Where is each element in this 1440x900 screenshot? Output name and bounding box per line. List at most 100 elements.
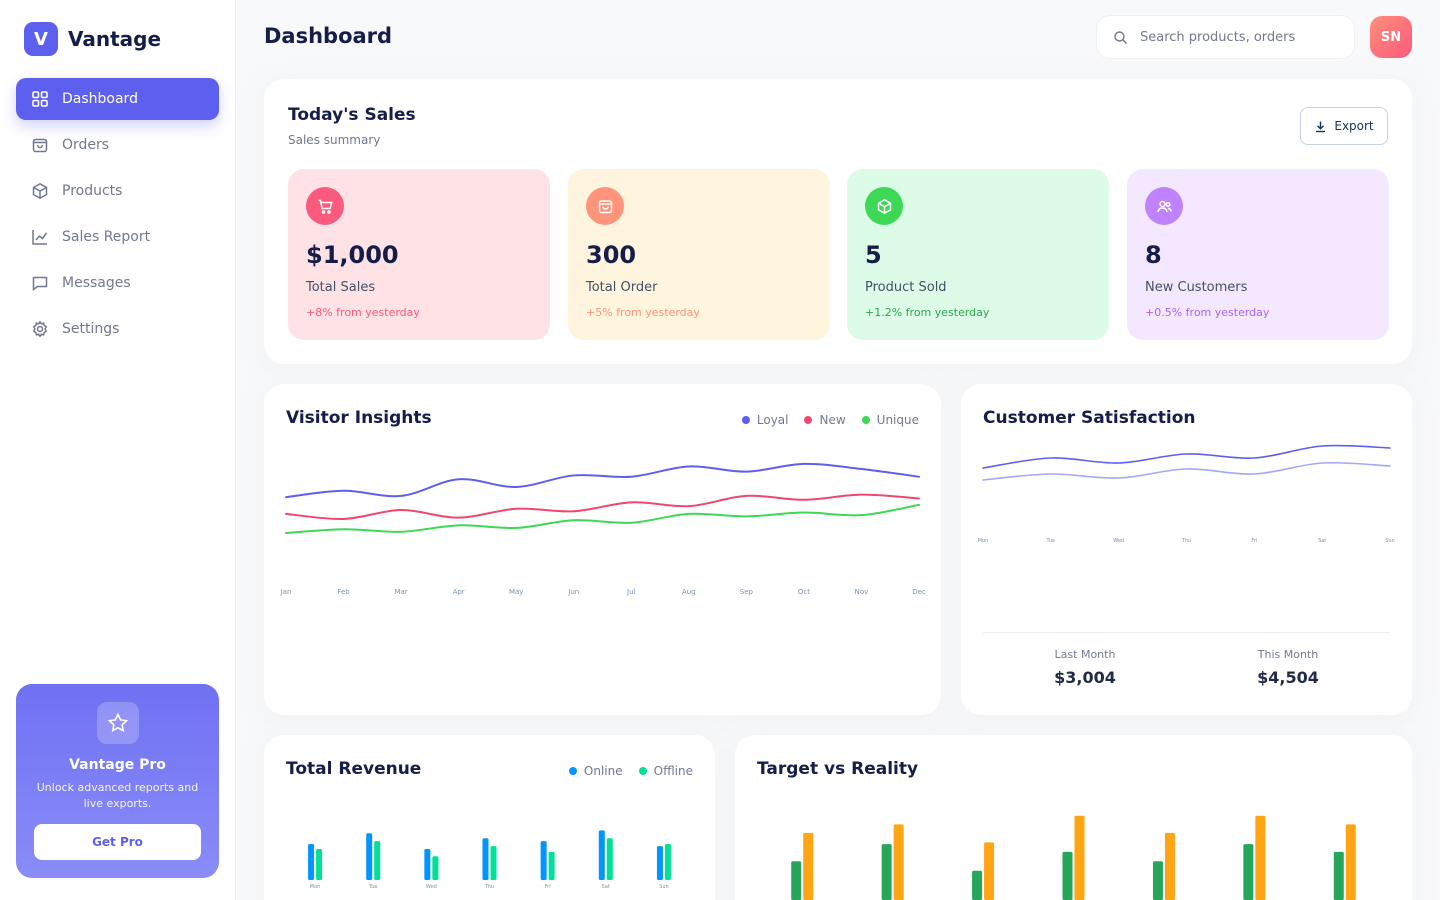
bar-series-1-jun[interactable] bbox=[1243, 844, 1254, 900]
x-tick-label: Jun bbox=[567, 588, 579, 596]
legend-item-unique[interactable]: Unique bbox=[861, 413, 919, 427]
legend-item-new[interactable]: New bbox=[804, 413, 846, 427]
bar-offline-sun[interactable] bbox=[664, 844, 671, 880]
card-title: Today's Sales bbox=[288, 105, 416, 125]
bar-series-1-apr[interactable] bbox=[1062, 851, 1073, 900]
legend-item-offline[interactable]: Offline bbox=[638, 764, 693, 778]
visitor-insights-card: Visitor Insights Loyal New Unique Jan Feb… bbox=[264, 384, 941, 715]
bar-online-mon[interactable] bbox=[308, 844, 315, 880]
stat-card-total-sales: $1,000 Total Sales +8% from yesterday bbox=[288, 169, 550, 340]
legend-dot bbox=[568, 767, 577, 775]
box-icon bbox=[865, 187, 903, 225]
page-title: Dashboard bbox=[264, 24, 393, 48]
card-title: Visitor Insights bbox=[286, 408, 432, 428]
search-input[interactable]: Search products, orders bbox=[1096, 15, 1355, 59]
bar-online-fri[interactable] bbox=[540, 841, 547, 880]
stat-delta: +8% from yesterday bbox=[306, 306, 420, 319]
todays-sales-card: Today's Sales Sales summary Export $1,00… bbox=[264, 79, 1412, 364]
bar-series-2-may[interactable] bbox=[1164, 832, 1175, 900]
bar-series-2-feb[interactable] bbox=[893, 824, 904, 900]
bar-series-2-jan[interactable] bbox=[803, 832, 814, 900]
bar-series-1-jan[interactable] bbox=[791, 861, 802, 900]
x-tick-label: Sat bbox=[602, 884, 610, 890]
legend-item-online[interactable]: Online bbox=[568, 764, 623, 778]
bar-series-1-jul[interactable] bbox=[1333, 851, 1344, 900]
bar-series-2-mar[interactable] bbox=[984, 842, 995, 900]
sidebar-item-label: Dashboard bbox=[62, 91, 138, 107]
x-tick-label: Oct bbox=[798, 588, 810, 596]
export-label: Export bbox=[1334, 119, 1374, 133]
sidebar-item-sales-report[interactable]: Sales Report bbox=[16, 216, 219, 258]
promo-text: Unlock advanced reports and live exports… bbox=[36, 781, 199, 810]
message-icon bbox=[32, 276, 48, 291]
x-tick-label: Mar bbox=[394, 588, 407, 596]
bar-series-2-apr[interactable] bbox=[1074, 815, 1085, 900]
total-revenue-chart: Mon Tue Wed Thu Fri Sat Sun bbox=[308, 830, 671, 890]
sidebar-item-orders[interactable]: Orders bbox=[16, 124, 219, 166]
bar-online-thu[interactable] bbox=[482, 838, 489, 880]
divider bbox=[983, 632, 1390, 633]
this-month-value: $4,504 bbox=[1257, 668, 1319, 687]
sidebar-item-label: Orders bbox=[62, 137, 110, 153]
legend-label: Online bbox=[583, 764, 623, 778]
sidebar-item-products[interactable]: Products bbox=[16, 170, 219, 212]
last-month-label: Last Month bbox=[1054, 648, 1116, 661]
bar-series-1-mar[interactable] bbox=[972, 870, 983, 900]
sidebar-item-dashboard[interactable]: Dashboard bbox=[16, 78, 219, 120]
sidebar-item-settings[interactable]: Settings bbox=[16, 308, 219, 350]
x-tick-label: Sun bbox=[1385, 538, 1395, 544]
bar-online-wed[interactable] bbox=[424, 849, 431, 880]
series-line-1 bbox=[982, 444, 1391, 469]
stat-card-total-order: 300 Total Order +5% from yesterday bbox=[568, 169, 830, 340]
bar-online-tue[interactable] bbox=[366, 833, 373, 880]
x-tick-label: Mon bbox=[310, 884, 321, 890]
bar-online-sat[interactable] bbox=[598, 830, 605, 880]
card-subtitle: Sales summary bbox=[288, 133, 381, 147]
sidebar-nav: Dashboard Orders Products Sales Report M… bbox=[16, 78, 219, 354]
search-placeholder: Search products, orders bbox=[1140, 29, 1296, 45]
bar-offline-sat[interactable] bbox=[606, 838, 613, 880]
bar-online-sun[interactable] bbox=[656, 846, 663, 880]
legend-item-loyal[interactable]: Loyal bbox=[741, 413, 788, 427]
stat-card-new-customers: 8 New Customers +0.5% from yesterday bbox=[1127, 169, 1389, 340]
sidebar: V Vantage Dashboard Orders Products Sale… bbox=[0, 0, 236, 900]
bar-offline-thu[interactable] bbox=[490, 846, 497, 880]
get-pro-button[interactable]: Get Pro bbox=[34, 824, 201, 860]
bar-series-1-feb[interactable] bbox=[881, 844, 892, 900]
x-tick-label: Thu bbox=[1181, 538, 1191, 544]
avatar[interactable]: SN bbox=[1370, 16, 1412, 58]
stat-value: 300 bbox=[586, 241, 637, 269]
card-title: Total Revenue bbox=[286, 759, 422, 779]
target-vs-reality-card: Target vs Reality bbox=[735, 735, 1412, 900]
bar-series-2-jun[interactable] bbox=[1255, 815, 1266, 900]
bar-series-2-jul[interactable] bbox=[1345, 824, 1356, 900]
stat-delta: +5% from yesterday bbox=[586, 306, 700, 319]
x-tick-label: Fri bbox=[545, 884, 551, 890]
sidebar-item-messages[interactable]: Messages bbox=[16, 262, 219, 304]
this-month-label: This Month bbox=[1257, 648, 1319, 661]
x-tick-label: Mon bbox=[978, 538, 989, 544]
legend-dot bbox=[861, 416, 870, 424]
sidebar-item-label: Sales Report bbox=[62, 229, 151, 245]
stat-value: 8 bbox=[1145, 241, 1162, 269]
bar-offline-wed[interactable] bbox=[432, 856, 439, 880]
search-icon bbox=[1114, 30, 1127, 44]
bag-icon bbox=[586, 187, 624, 225]
x-tick-label: Thu bbox=[484, 884, 494, 890]
series-line-new bbox=[285, 493, 920, 520]
box-icon bbox=[32, 182, 48, 200]
bar-series-1-may[interactable] bbox=[1152, 861, 1163, 900]
x-tick-label: Sep bbox=[740, 588, 754, 596]
x-tick-label: Aug bbox=[682, 588, 696, 596]
bar-offline-mon[interactable] bbox=[316, 849, 323, 880]
export-button[interactable]: Export bbox=[1300, 107, 1388, 145]
stat-label: Total Order bbox=[586, 280, 658, 295]
series-line-unique bbox=[285, 503, 920, 535]
bar-offline-fri[interactable] bbox=[548, 851, 555, 880]
x-tick-label: Sun bbox=[659, 884, 669, 890]
sidebar-item-label: Products bbox=[62, 183, 123, 199]
brand[interactable]: V Vantage bbox=[24, 22, 161, 56]
x-tick-label: Jan bbox=[280, 588, 292, 596]
x-tick-label: Sat bbox=[1318, 538, 1326, 544]
bar-offline-tue[interactable] bbox=[374, 841, 381, 880]
